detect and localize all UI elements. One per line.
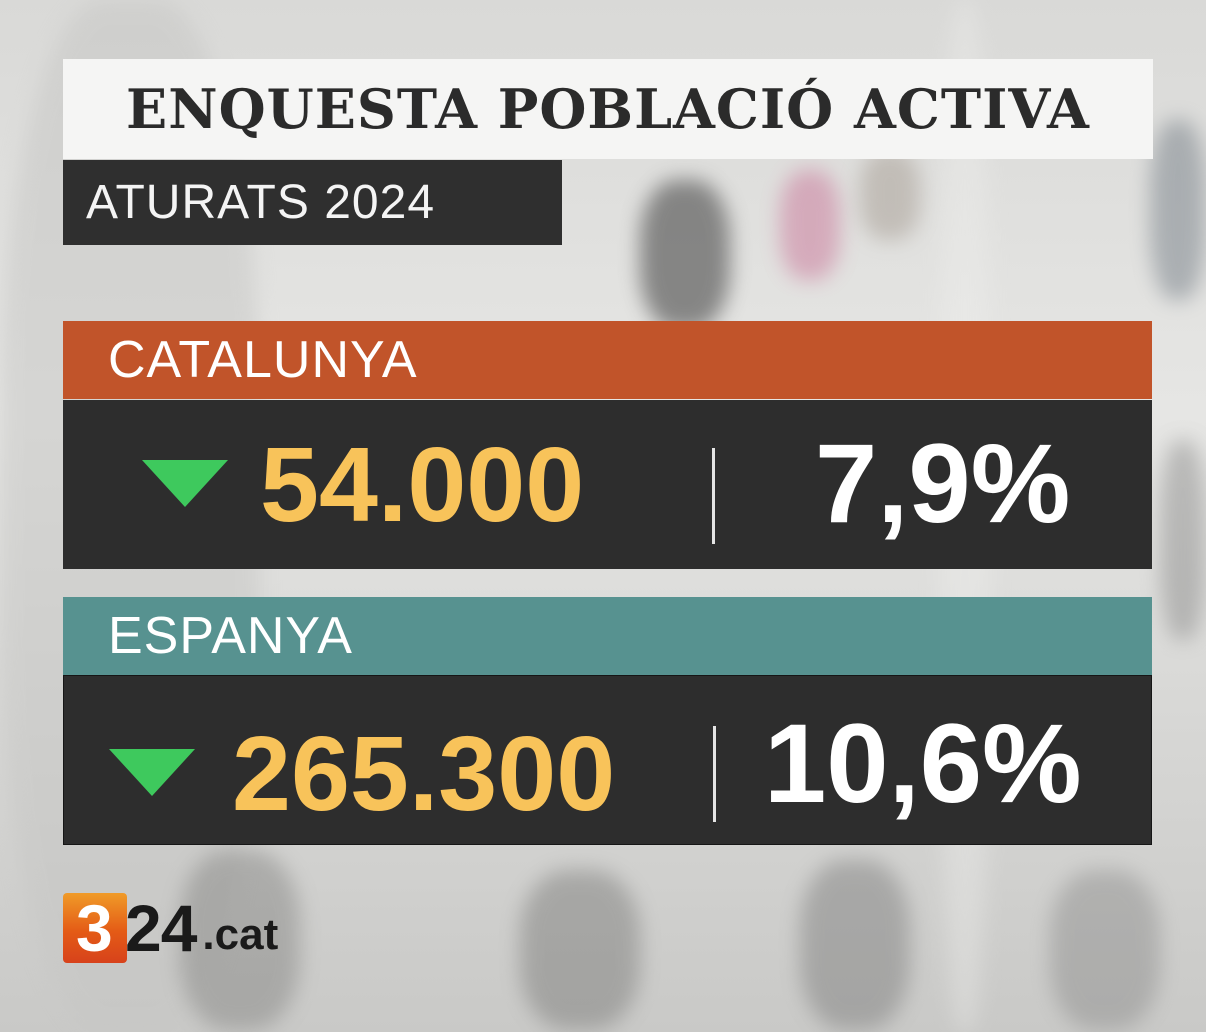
region-header-catalunya: CATALUNYA [63,321,1152,399]
down-triangle-icon [109,749,195,796]
background-figure [1150,120,1206,300]
background-figure [1050,870,1160,1030]
background-figure [1160,440,1206,640]
region-panel-espanya: 265.300 10,6% [63,675,1152,845]
logo-suffix: .cat [202,910,279,959]
value-divider [713,726,716,822]
region-name-catalunya: CATALUNYA [108,331,418,389]
background-figure [780,170,840,280]
logo-digits: 24 [125,891,197,965]
unemployment-rate-catalunya: 7,9% [815,421,1071,546]
region-panel-catalunya: 54.000 7,9% [63,400,1152,569]
background-figure [800,860,910,1030]
logo-badge: 3 [63,893,127,963]
unemployment-rate-espanya: 10,6% [764,701,1082,826]
unemployed-count-espanya: 265.300 [232,715,616,833]
value-divider [712,448,715,544]
region-header-espanya: ESPANYA [63,597,1152,675]
region-name-espanya: ESPANYA [108,607,353,665]
background-figure [640,180,730,330]
background-figure [180,850,300,1030]
unemployed-count-catalunya: 54.000 [260,426,585,544]
down-triangle-icon [142,460,228,507]
logo-badge-digit: 3 [76,891,113,965]
brand-logo: 3 24 .cat [63,893,278,963]
title-banner: ENQUESTA POBLACIÓ ACTIVA [63,59,1153,159]
background-figure [860,150,920,240]
page-subtitle: ATURATS 2024 [86,176,436,229]
page-title: ENQUESTA POBLACIÓ ACTIVA [126,77,1090,141]
subtitle-banner: ATURATS 2024 [63,160,562,245]
background-figure [520,870,640,1030]
